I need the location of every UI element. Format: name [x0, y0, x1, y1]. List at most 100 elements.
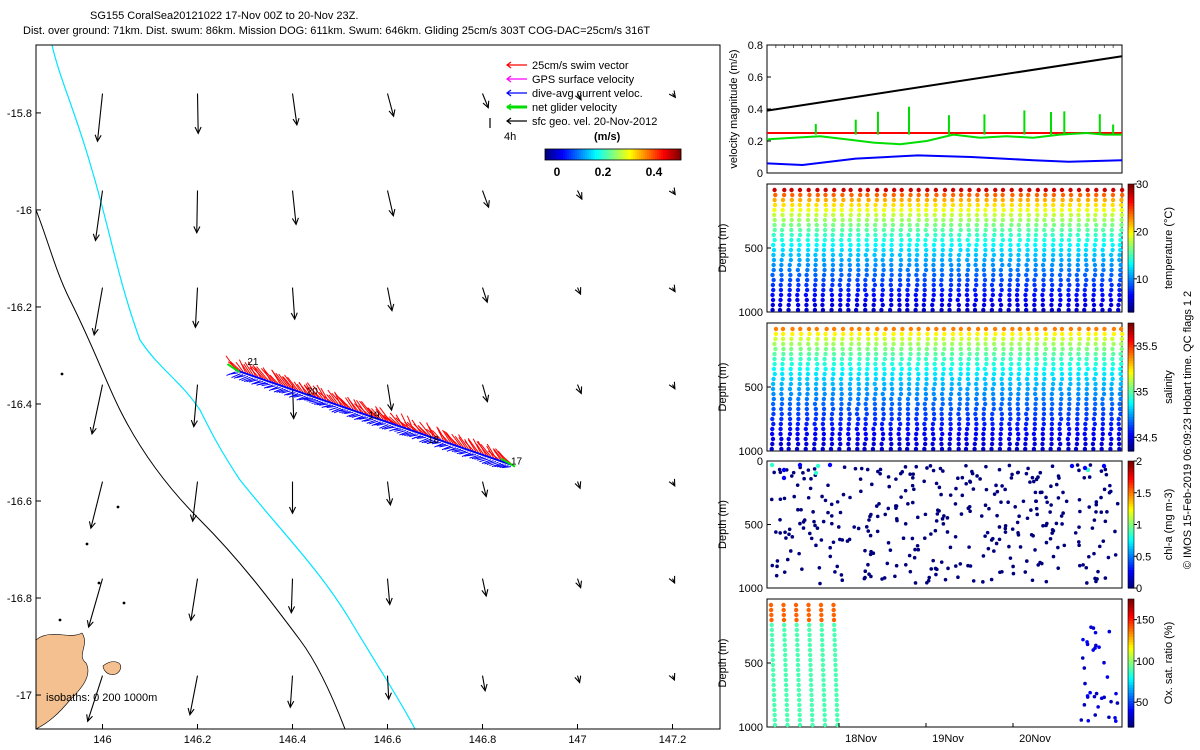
cast-point: [779, 446, 784, 452]
cast-point: [780, 361, 785, 367]
cast-point: [1092, 247, 1097, 253]
geo-velocity-arrowhead: [575, 580, 582, 589]
cast-point: [796, 217, 802, 223]
cast-point: [982, 252, 988, 258]
cast-point: [796, 416, 801, 422]
panel-colorbar-swatch: [1128, 716, 1134, 720]
cast-point: [1076, 381, 1081, 387]
cast-point: [873, 247, 878, 253]
cast-point: [1060, 217, 1065, 223]
cast-point: [854, 411, 860, 417]
geo-velocity-arrowhead: [89, 426, 97, 436]
cast-point: [897, 411, 902, 417]
chl-point: [864, 525, 869, 529]
cast-point: [879, 446, 885, 452]
cast-point: [1050, 232, 1055, 238]
panel-colorbar-swatch: [1128, 341, 1134, 345]
cast-point: [1033, 411, 1038, 417]
cast-point: [1009, 217, 1014, 223]
cast-point: [956, 431, 962, 437]
chl-point: [1023, 570, 1028, 574]
cast-point: [1007, 431, 1013, 437]
cast-point: [1066, 386, 1072, 392]
cast-point: [933, 341, 938, 347]
cast-point: [795, 287, 801, 293]
cast-point: [1000, 212, 1006, 218]
cast-point: [1008, 242, 1013, 248]
cast-point: [769, 446, 774, 452]
chl-point: [903, 522, 908, 526]
panel-colorbar-swatch: [1128, 232, 1134, 236]
cast-point: [958, 326, 964, 332]
cast-point: [1009, 346, 1014, 352]
cast-point: [1056, 436, 1062, 442]
cast-point: [915, 376, 921, 382]
cast-point: [815, 197, 820, 203]
oxygen-point: [819, 632, 825, 638]
oxygen-point: [782, 632, 787, 638]
panel-colorbar-swatch: [1128, 580, 1134, 584]
panel-colorbar-tick-label: 2: [1136, 456, 1142, 468]
swim-vector: [388, 416, 399, 426]
cast-point: [991, 376, 996, 382]
chl-point: [1025, 559, 1029, 563]
cast-point: [1076, 207, 1082, 213]
cast-point: [956, 421, 962, 427]
oxygen-point: [833, 657, 838, 663]
cast-point: [915, 277, 920, 283]
cast-point: [1049, 431, 1054, 437]
cast-point: [934, 192, 939, 198]
chl-point: [937, 509, 941, 513]
swim-vector: [225, 355, 236, 370]
cast-point: [812, 292, 818, 298]
chl-point: [1078, 509, 1082, 514]
cast-point: [940, 401, 945, 407]
oxygen-point: [769, 612, 774, 618]
cast-point: [821, 396, 827, 402]
oxygen-point: [809, 687, 814, 693]
cast-point: [872, 406, 878, 412]
cast-point: [1014, 297, 1020, 303]
chl-point: [912, 555, 917, 560]
cast-point: [992, 336, 997, 342]
cast-point: [958, 361, 964, 367]
cast-point: [1075, 242, 1081, 248]
cast-point: [964, 426, 970, 432]
chl-point: [785, 557, 790, 562]
current-vector: [366, 419, 376, 424]
cast-point: [1042, 242, 1047, 248]
geo-velocity-arrowhead: [574, 481, 582, 490]
cast-point: [863, 421, 868, 427]
cast-point: [923, 267, 929, 273]
depth-ytick-label: 1000: [739, 583, 763, 595]
panel-colorbar-swatch: [1128, 647, 1134, 651]
oxygen-point: [1088, 690, 1092, 695]
cast-point: [881, 396, 887, 402]
chl-point: [820, 494, 824, 499]
cast-point: [958, 331, 963, 337]
cast-point: [965, 386, 970, 392]
cast-point: [1024, 262, 1029, 268]
cast-point: [966, 356, 972, 362]
chl-point: [774, 573, 779, 578]
cast-point: [807, 197, 812, 203]
cast-point: [941, 326, 947, 332]
swim-vector: [271, 369, 282, 385]
cast-point: [795, 302, 801, 308]
cast-point: [1024, 287, 1029, 293]
oxygen-point: [1086, 718, 1091, 723]
cast-point: [1118, 361, 1124, 367]
cast-point: [865, 192, 870, 198]
cast-point: [1093, 341, 1098, 347]
chl-point: [1085, 581, 1089, 585]
cast-point: [863, 282, 868, 288]
cast-point: [916, 346, 922, 352]
oxygen-point: [793, 607, 799, 613]
colorbar-swatch: [545, 149, 548, 160]
cast-point: [881, 376, 886, 382]
cast-point: [864, 262, 870, 268]
chl-point: [893, 504, 898, 508]
cast-point: [830, 396, 835, 402]
cast-point: [864, 292, 869, 298]
cast-point: [1100, 406, 1106, 412]
